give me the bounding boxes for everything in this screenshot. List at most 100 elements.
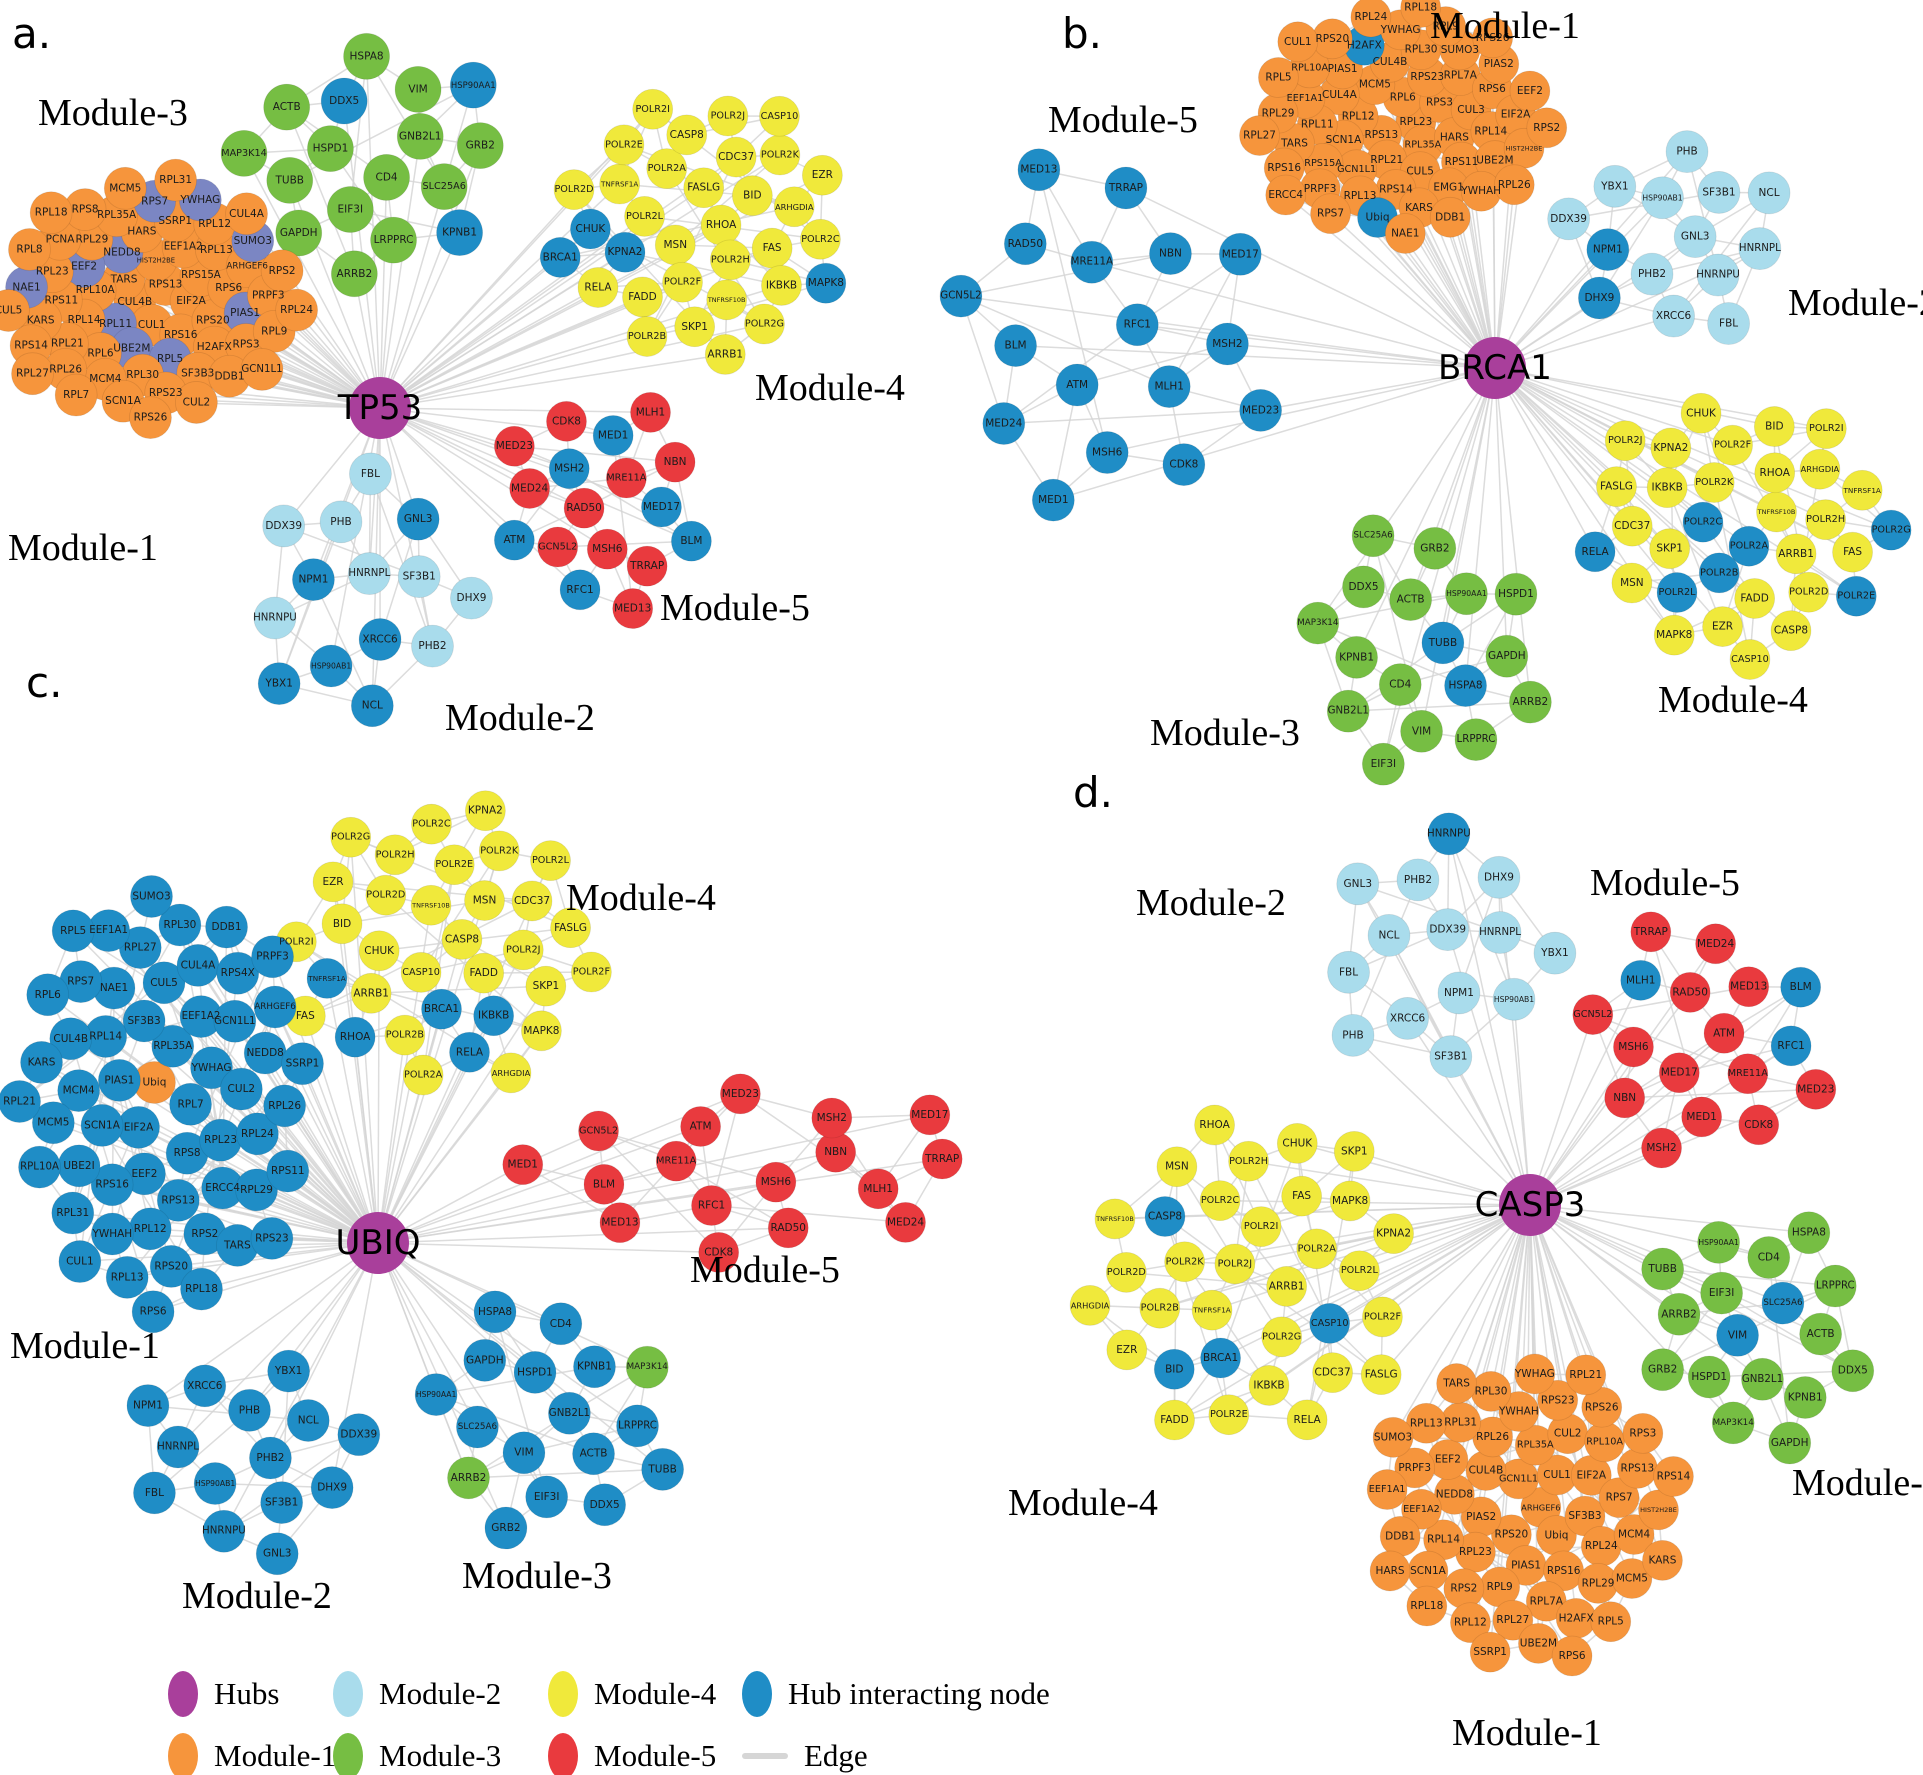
hubs-and-titles: a. Module-3 Module-1 Module-4 Module-5 Module…: [8, 5, 1923, 1754]
node-BID: [1753, 406, 1795, 447]
node-label: MED24: [985, 417, 1022, 429]
node-label: MED1: [1038, 494, 1068, 506]
node-label: HSP90AA1: [1446, 589, 1487, 598]
node-label: RPL12: [134, 1223, 167, 1235]
node-label: POLR2I: [279, 936, 314, 947]
node-CUL4A: [225, 192, 268, 236]
node-label: BLM: [1790, 981, 1812, 993]
node-label: RPL29: [1262, 107, 1295, 119]
node-label: HIST2H2BE: [137, 256, 175, 264]
node-MED1: [1031, 478, 1075, 522]
node-EIF3I: [326, 186, 374, 233]
node-RPL26: [1493, 164, 1535, 206]
node-label: LRPPRC: [618, 1420, 657, 1431]
node-label: MSH2: [554, 463, 584, 475]
node-label: TNFRSF1A: [1192, 1306, 1230, 1315]
node-label: RPS26: [134, 412, 168, 424]
node-label: CUL1: [66, 1256, 94, 1268]
node-label: CHUK: [1686, 407, 1717, 419]
node-POLR2L: [530, 840, 571, 882]
node-label: KPNA2: [468, 805, 503, 817]
node-label: CUL2: [1554, 1428, 1582, 1440]
node-label: POLR2E: [1210, 1409, 1248, 1420]
module-label-b-module-4: Module-4: [1658, 679, 1808, 721]
node-HSP90AA1: [1697, 1220, 1741, 1264]
node-label: RPL5: [1265, 71, 1291, 83]
node-label: FASLG: [687, 182, 720, 194]
node-label: MED24: [511, 482, 548, 494]
node-BRCA1: [421, 988, 462, 1030]
node-SLC25A6: [1351, 514, 1395, 558]
node-label: BID: [1765, 421, 1783, 433]
node-NCL: [350, 684, 394, 728]
node-label: RAD50: [770, 1222, 806, 1234]
node-label: RPL30: [164, 919, 197, 931]
node-POLR2E: [1835, 575, 1877, 617]
node-MED23: [1795, 1068, 1837, 1110]
node-label: CUL4B: [1373, 56, 1408, 68]
node-RHOA: [334, 1016, 376, 1058]
node-label: EIF2A: [1576, 1469, 1606, 1481]
node-label: RPL30: [1475, 1385, 1508, 1397]
node-label: CDK8: [1744, 1119, 1773, 1131]
node-POLR2G: [1870, 509, 1912, 551]
node-DDB1: [205, 905, 248, 949]
node-CASP10: [759, 95, 800, 137]
node-label: VIM: [514, 1447, 533, 1459]
node-GCN1L1: [213, 999, 257, 1043]
node-POLR2K: [1164, 1241, 1206, 1283]
node-POLR2H: [1228, 1140, 1269, 1182]
node-RPL18: [1406, 1585, 1448, 1627]
node-POLR2K: [1693, 462, 1735, 503]
node-MRE11A: [1070, 240, 1114, 284]
node-label: YWHAG: [1380, 24, 1421, 36]
node-RPS23: [250, 1216, 294, 1260]
node-label: RFC1: [566, 584, 593, 596]
hub-node-TP53: [349, 377, 411, 439]
node-POLR2G: [1261, 1316, 1303, 1358]
node-YBX1: [1593, 164, 1637, 208]
node-ARHGDIA: [1799, 448, 1841, 490]
node-RELA: [577, 267, 619, 308]
node-HIST2H2BE: [1638, 1489, 1679, 1531]
node-label: TUBB: [647, 1463, 677, 1475]
node-RPL18: [29, 191, 73, 235]
node-MED24: [982, 402, 1026, 445]
node-label: XRCC6: [362, 633, 398, 645]
node-DHX9: [450, 576, 493, 620]
node-label: TARS: [1280, 137, 1308, 149]
node-label: RHOA: [706, 219, 737, 231]
node-MED23: [1239, 388, 1283, 432]
node-label: RPL35A: [1404, 140, 1441, 151]
node-label: HSPA8: [1449, 680, 1483, 692]
node-label: PHB2: [1638, 268, 1666, 280]
node-KPNB1: [1783, 1376, 1827, 1419]
node-label: RPS4X: [221, 967, 255, 979]
node-VIM: [394, 65, 442, 113]
node-RPS26: [1581, 1386, 1623, 1428]
node-label: GAPDH: [280, 227, 318, 239]
node-label: MLH1: [863, 1183, 893, 1195]
nodes: [0, 0, 1912, 1677]
node-ERCC4: [1265, 174, 1307, 216]
node-YWHAG: [1514, 1353, 1556, 1395]
node-label: MED23: [1797, 1083, 1834, 1095]
node-SKP1: [1649, 528, 1691, 570]
node-label: POLR2E: [435, 859, 473, 870]
node-label: NCL: [1759, 187, 1780, 199]
node-ARRB2: [1508, 680, 1552, 724]
node-DDX5: [1831, 1349, 1875, 1393]
node-label: KARS: [27, 314, 55, 326]
node-label: BLM: [680, 535, 702, 547]
node-label: GCN5L2: [940, 291, 981, 302]
node-label: EZR: [812, 169, 833, 181]
node-label: PHB: [1342, 1029, 1363, 1041]
node-HSPD1: [1687, 1355, 1731, 1399]
node-label: RPL14: [1427, 1534, 1460, 1546]
node-label: CDC37: [514, 895, 550, 907]
node-label: PIAS1: [104, 1074, 134, 1086]
node-label: BLM: [593, 1178, 615, 1190]
node-GNB2L1: [548, 1391, 591, 1435]
node-label: DDX39: [265, 520, 302, 532]
node-label: MAP3K14: [221, 148, 267, 159]
